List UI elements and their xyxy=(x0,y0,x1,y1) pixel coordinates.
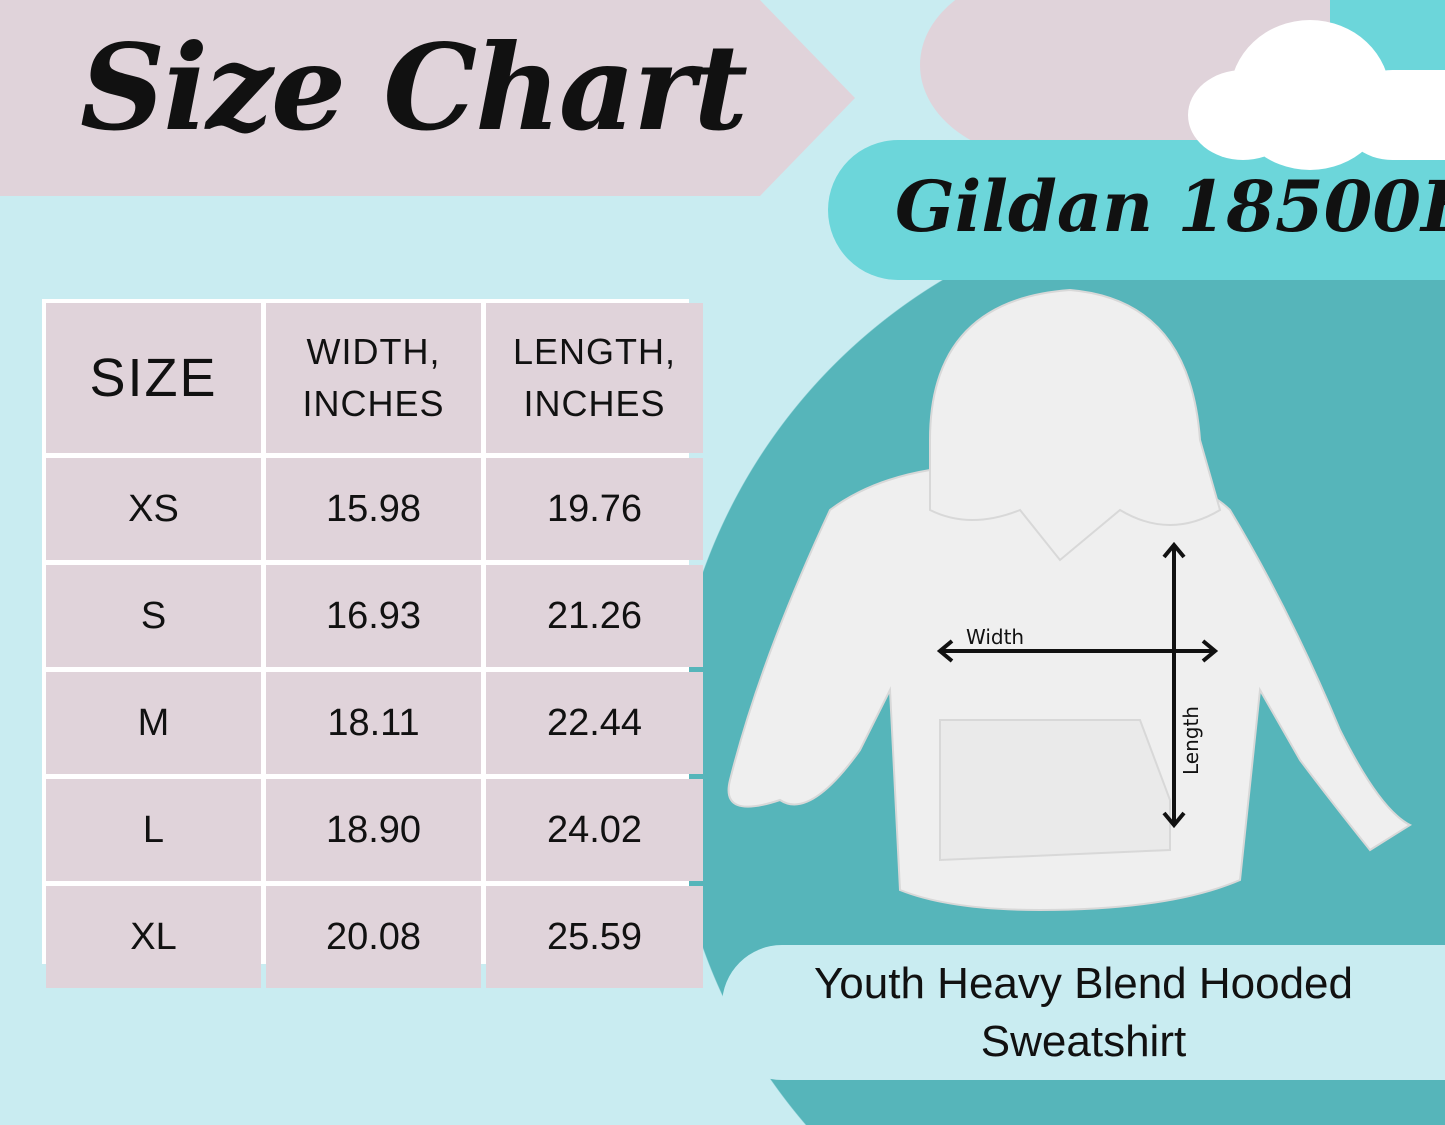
cell-size: M xyxy=(46,672,261,774)
page-title: Size Chart xyxy=(80,18,748,157)
cell-size: S xyxy=(46,565,261,667)
description-line-2: Sweatshirt xyxy=(980,1016,1187,1066)
header-length-line-2: INCHES xyxy=(523,383,666,424)
cell-width: 15.98 xyxy=(266,458,481,560)
width-label: Width xyxy=(966,625,1024,649)
cell-length: 24.02 xyxy=(486,779,703,881)
cell-size: XS xyxy=(46,458,261,560)
size-table: SIZE WIDTH, INCHES LENGTH, INCHES XS 15.98… xyxy=(42,299,703,988)
cell-width: 16.93 xyxy=(266,565,481,667)
header-width-line-2: INCHES xyxy=(302,383,445,424)
brand-name: Gildan 18500B xyxy=(895,165,1445,248)
cell-width: 18.11 xyxy=(266,672,481,774)
header-length-line-1: LENGTH, xyxy=(512,331,677,372)
cell-length: 22.44 xyxy=(486,672,703,774)
hoodie-image: Width Length xyxy=(727,288,1413,912)
header-width-line-1: WIDTH, xyxy=(306,331,441,372)
cell-length: 19.76 xyxy=(486,458,703,560)
cell-width: 20.08 xyxy=(266,886,481,988)
product-description: Youth Heavy Blend Hooded Sweatshirt xyxy=(722,945,1445,1080)
cell-size: XL xyxy=(46,886,261,988)
description-line-1: Youth Heavy Blend Hooded xyxy=(814,958,1353,1008)
title-banner xyxy=(0,0,855,196)
header-length: LENGTH, INCHES xyxy=(486,303,703,453)
cell-size: L xyxy=(46,779,261,881)
header-size: SIZE xyxy=(46,303,261,453)
white-cloud-part xyxy=(1340,70,1445,160)
cell-length: 25.59 xyxy=(486,886,703,988)
cell-length: 21.26 xyxy=(486,565,703,667)
length-label: Length xyxy=(1179,706,1203,775)
cell-width: 18.90 xyxy=(266,779,481,881)
header-width: WIDTH, INCHES xyxy=(266,303,481,453)
